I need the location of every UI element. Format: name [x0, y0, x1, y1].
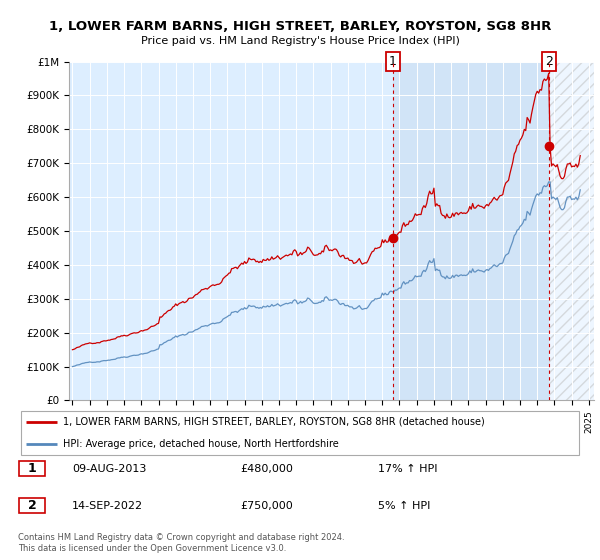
Text: £480,000: £480,000 — [240, 464, 293, 474]
Text: 1, LOWER FARM BARNS, HIGH STREET, BARLEY, ROYSTON, SG8 8HR: 1, LOWER FARM BARNS, HIGH STREET, BARLEY… — [49, 20, 551, 32]
Text: Contains HM Land Registry data © Crown copyright and database right 2024.
This d: Contains HM Land Registry data © Crown c… — [18, 533, 344, 553]
FancyBboxPatch shape — [19, 498, 46, 513]
Text: HPI: Average price, detached house, North Hertfordshire: HPI: Average price, detached house, Nort… — [63, 438, 339, 449]
Text: 17% ↑ HPI: 17% ↑ HPI — [378, 464, 437, 474]
Text: 2: 2 — [28, 499, 37, 512]
Text: 1: 1 — [28, 462, 37, 475]
Bar — [393, 62, 550, 400]
Text: 5% ↑ HPI: 5% ↑ HPI — [378, 501, 430, 511]
Bar — [550, 62, 594, 400]
Text: 09-AUG-2013: 09-AUG-2013 — [72, 464, 146, 474]
FancyBboxPatch shape — [21, 412, 579, 455]
Text: 14-SEP-2022: 14-SEP-2022 — [72, 501, 143, 511]
Text: 2: 2 — [545, 55, 553, 68]
Text: £750,000: £750,000 — [240, 501, 293, 511]
Text: 1, LOWER FARM BARNS, HIGH STREET, BARLEY, ROYSTON, SG8 8HR (detached house): 1, LOWER FARM BARNS, HIGH STREET, BARLEY… — [63, 417, 485, 427]
FancyBboxPatch shape — [19, 461, 46, 476]
Text: Price paid vs. HM Land Registry's House Price Index (HPI): Price paid vs. HM Land Registry's House … — [140, 36, 460, 46]
Text: 1: 1 — [389, 55, 397, 68]
